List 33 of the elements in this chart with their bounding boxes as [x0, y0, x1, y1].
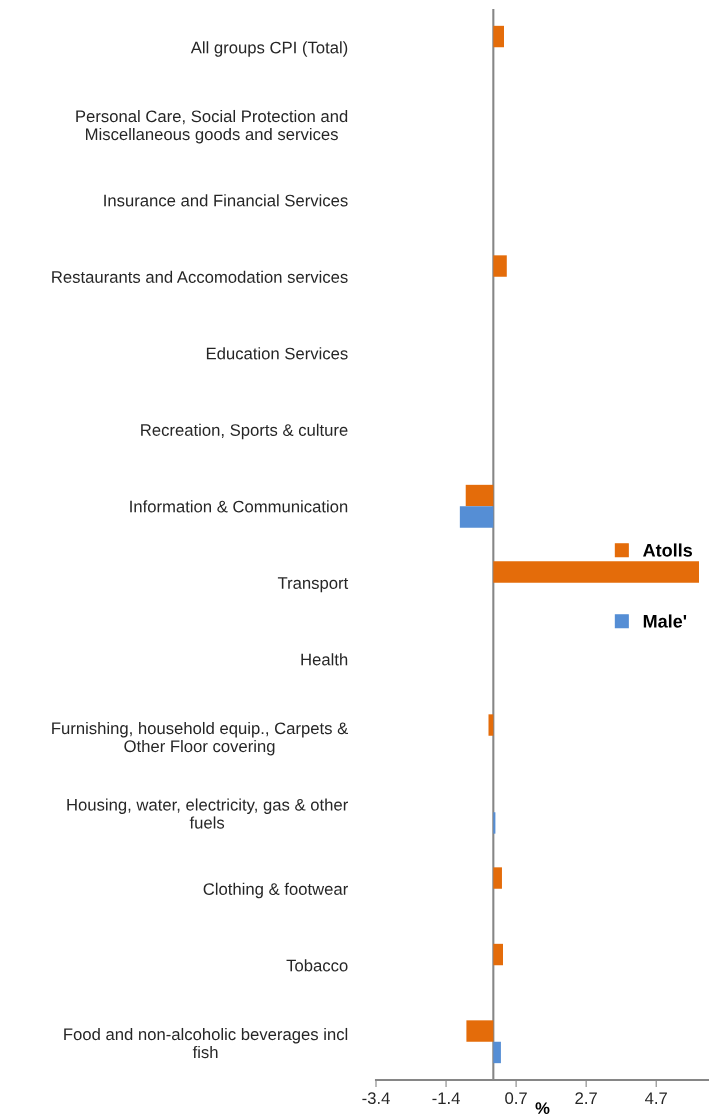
y-tick-label: Food and non-alcoholic beverages incl fish: [64, 1027, 348, 1059]
x-tick-label: 2.7: [575, 1092, 597, 1104]
y-tick-label: Education Services: [206, 347, 348, 360]
bar: [493, 943, 503, 966]
bar: [488, 714, 494, 736]
y-tick-label: Personal Care, Social Protection and Miscellaneous goods and services: [76, 109, 348, 144]
bar: [493, 867, 502, 889]
bar: [493, 812, 496, 834]
y-tick-label: Recreation, Sports & culture: [141, 423, 348, 440]
bar: [493, 255, 507, 277]
bar: [493, 561, 699, 583]
bar: [466, 1020, 494, 1042]
legend-label: Male': [643, 614, 687, 628]
x-tick-label: -3.4: [362, 1092, 390, 1105]
bar: [465, 484, 494, 507]
y-tick-label: Transport: [277, 577, 349, 593]
y-tick-label: Tobacco: [286, 959, 348, 972]
bar: [493, 1041, 501, 1064]
y-tick-label: Furnishing, household equip., Carpets & Other Floor covering: [52, 721, 348, 756]
x-tick-label: -1.4: [432, 1092, 460, 1104]
y-tick-label: Health: [301, 653, 348, 666]
y-tick-label: All groups CPI (Total): [190, 41, 348, 57]
y-tick-label: Clothing & footwear: [203, 882, 348, 899]
x-tick-label: 4.7: [645, 1092, 667, 1104]
x-axis-title: %: [535, 1102, 550, 1114]
bar: [493, 25, 505, 48]
y-tick-label: Housing, water, electricity, gas & other fuels: [67, 798, 348, 829]
y-tick-label: Insurance and Financial Services: [104, 194, 348, 207]
y-tick-label: Restaurants and Accomodation services: [52, 270, 348, 283]
bar: [459, 506, 494, 528]
y-tick-label: Information & Communication: [130, 500, 348, 513]
x-tick-label: 0.7: [505, 1092, 527, 1105]
legend-label: Atolls: [643, 543, 693, 557]
